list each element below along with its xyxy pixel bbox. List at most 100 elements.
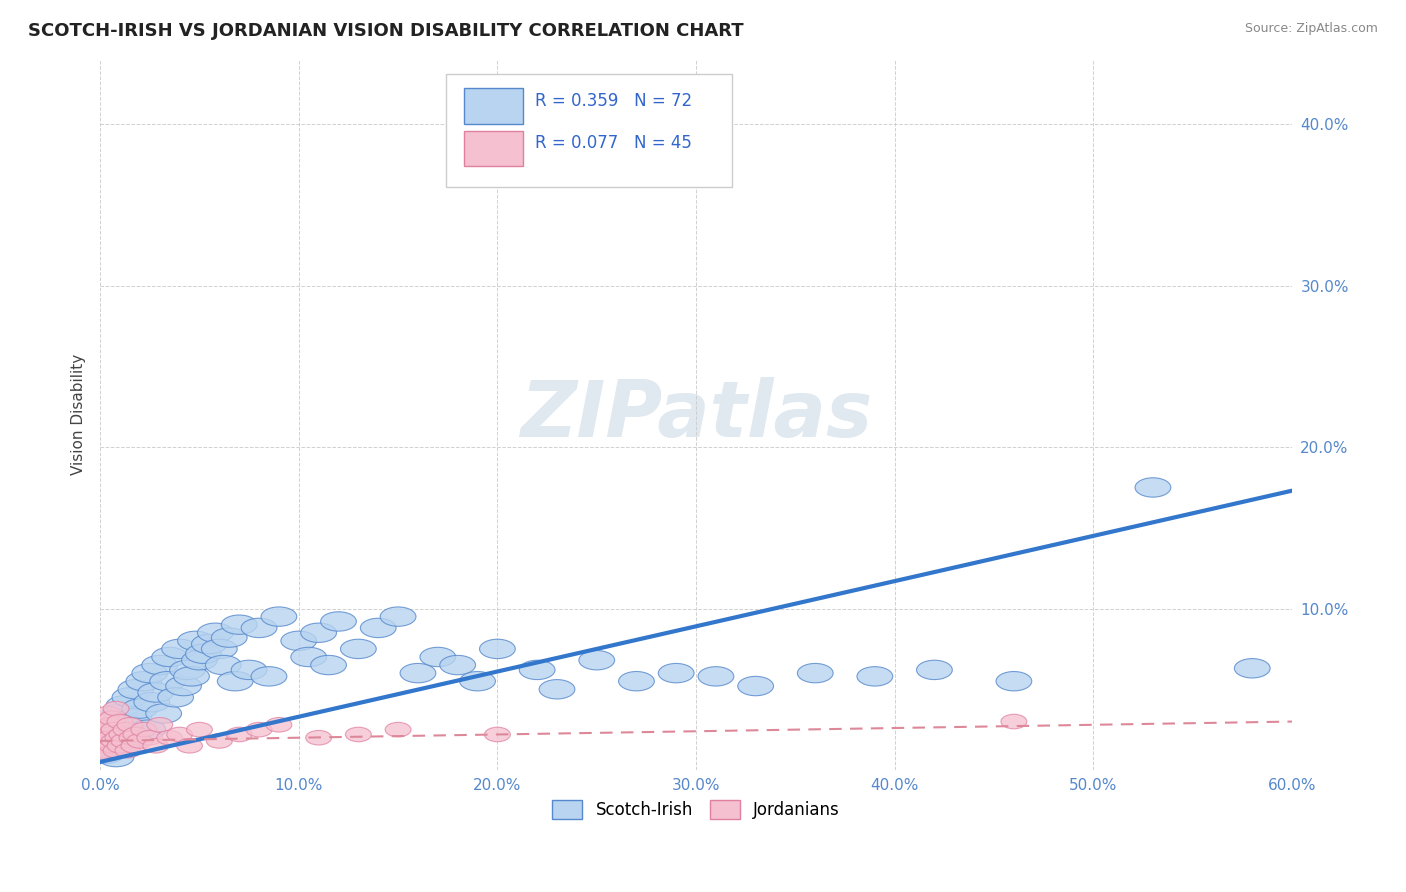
Ellipse shape <box>658 664 695 682</box>
Ellipse shape <box>995 672 1032 691</box>
Ellipse shape <box>136 731 163 745</box>
Ellipse shape <box>858 666 893 686</box>
Ellipse shape <box>103 704 138 723</box>
Ellipse shape <box>738 676 773 696</box>
Ellipse shape <box>107 714 134 729</box>
Ellipse shape <box>252 666 287 686</box>
Ellipse shape <box>346 727 371 742</box>
Ellipse shape <box>460 672 495 691</box>
Ellipse shape <box>321 612 356 632</box>
Ellipse shape <box>311 656 346 674</box>
Ellipse shape <box>385 723 411 737</box>
Ellipse shape <box>93 734 120 748</box>
Ellipse shape <box>201 640 238 658</box>
Ellipse shape <box>340 640 377 658</box>
Ellipse shape <box>100 739 125 753</box>
Ellipse shape <box>117 717 143 732</box>
Ellipse shape <box>84 736 120 756</box>
Ellipse shape <box>103 701 129 716</box>
Ellipse shape <box>96 747 121 761</box>
Ellipse shape <box>157 688 194 707</box>
Ellipse shape <box>231 660 267 680</box>
Ellipse shape <box>120 731 145 745</box>
Ellipse shape <box>129 720 166 739</box>
Ellipse shape <box>226 727 252 742</box>
Ellipse shape <box>420 648 456 666</box>
Text: R = 0.077   N = 45: R = 0.077 N = 45 <box>536 135 692 153</box>
Ellipse shape <box>89 739 115 753</box>
Ellipse shape <box>94 731 129 751</box>
Ellipse shape <box>156 731 183 745</box>
Ellipse shape <box>91 743 117 758</box>
Ellipse shape <box>191 634 228 654</box>
Ellipse shape <box>138 682 173 702</box>
Ellipse shape <box>181 650 218 670</box>
Ellipse shape <box>401 664 436 682</box>
Ellipse shape <box>479 640 515 658</box>
Y-axis label: Vision Disability: Vision Disability <box>72 354 86 475</box>
Ellipse shape <box>246 723 271 737</box>
Ellipse shape <box>115 743 141 758</box>
Ellipse shape <box>301 624 336 642</box>
Ellipse shape <box>122 727 149 742</box>
Ellipse shape <box>127 672 162 691</box>
Ellipse shape <box>97 731 122 745</box>
Ellipse shape <box>166 676 201 696</box>
Ellipse shape <box>519 660 555 680</box>
Ellipse shape <box>173 666 209 686</box>
Ellipse shape <box>101 734 127 748</box>
Ellipse shape <box>281 632 316 650</box>
Ellipse shape <box>110 727 135 742</box>
Ellipse shape <box>170 660 205 680</box>
Ellipse shape <box>1234 658 1270 678</box>
Ellipse shape <box>114 728 150 747</box>
Ellipse shape <box>100 725 136 744</box>
Ellipse shape <box>697 666 734 686</box>
Ellipse shape <box>142 656 177 674</box>
Ellipse shape <box>96 706 121 721</box>
Ellipse shape <box>440 656 475 674</box>
Ellipse shape <box>150 672 186 691</box>
Ellipse shape <box>360 618 396 638</box>
Ellipse shape <box>103 743 129 758</box>
Ellipse shape <box>93 727 120 742</box>
Ellipse shape <box>262 607 297 626</box>
Ellipse shape <box>91 714 117 729</box>
Ellipse shape <box>211 628 247 648</box>
Ellipse shape <box>107 739 134 753</box>
Ellipse shape <box>97 717 122 732</box>
Ellipse shape <box>98 747 134 767</box>
FancyBboxPatch shape <box>464 130 523 166</box>
Ellipse shape <box>89 723 115 737</box>
Ellipse shape <box>100 711 125 725</box>
Ellipse shape <box>1135 478 1171 497</box>
Ellipse shape <box>134 692 170 712</box>
Ellipse shape <box>538 680 575 699</box>
Text: SCOTCH-IRISH VS JORDANIAN VISION DISABILITY CORRELATION CHART: SCOTCH-IRISH VS JORDANIAN VISION DISABIL… <box>28 22 744 40</box>
Ellipse shape <box>579 650 614 670</box>
Ellipse shape <box>93 741 128 760</box>
Ellipse shape <box>112 723 139 737</box>
Ellipse shape <box>187 723 212 737</box>
Text: R = 0.359   N = 72: R = 0.359 N = 72 <box>536 92 692 110</box>
Ellipse shape <box>266 717 292 732</box>
Ellipse shape <box>917 660 952 680</box>
Ellipse shape <box>218 672 253 691</box>
Ellipse shape <box>143 739 169 753</box>
Ellipse shape <box>105 696 142 715</box>
Ellipse shape <box>146 717 173 732</box>
Ellipse shape <box>86 728 122 747</box>
Ellipse shape <box>291 648 326 666</box>
Ellipse shape <box>205 656 242 674</box>
Ellipse shape <box>108 715 143 734</box>
Ellipse shape <box>380 607 416 626</box>
Ellipse shape <box>118 680 153 699</box>
Ellipse shape <box>797 664 834 682</box>
Ellipse shape <box>105 731 131 745</box>
Ellipse shape <box>131 723 156 737</box>
Ellipse shape <box>485 727 510 742</box>
Ellipse shape <box>117 708 152 728</box>
FancyBboxPatch shape <box>446 74 731 187</box>
Ellipse shape <box>111 734 136 748</box>
Ellipse shape <box>96 712 132 731</box>
